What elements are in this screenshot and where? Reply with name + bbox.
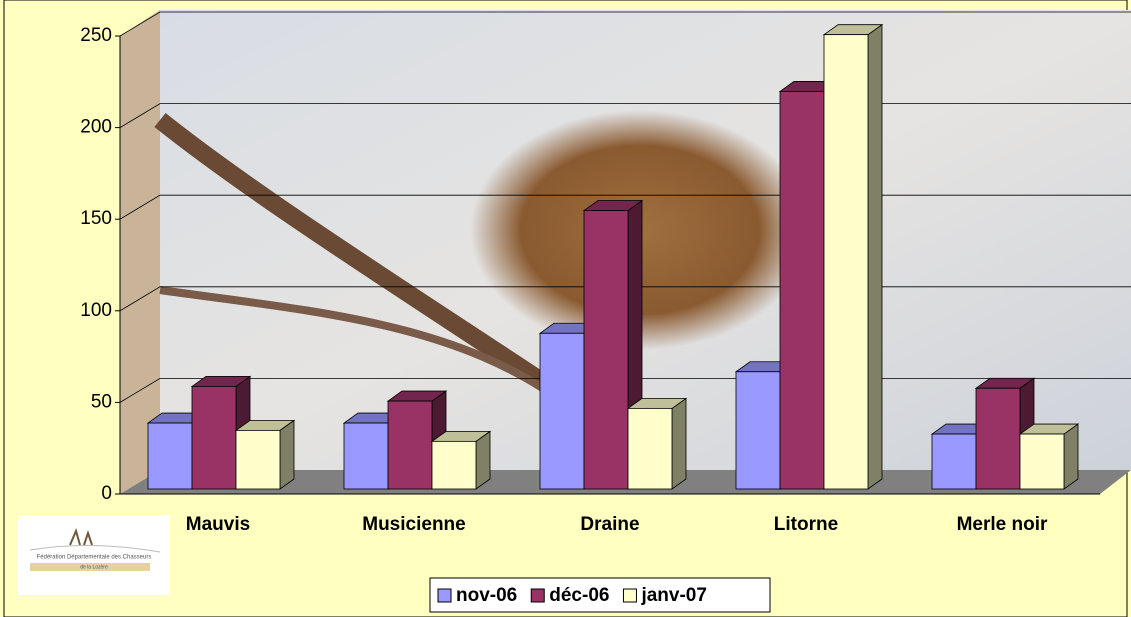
- bar-side: [280, 420, 294, 489]
- x-tick-label: Musicienne: [362, 514, 465, 535]
- legend-swatch: [438, 589, 451, 602]
- bar: [148, 423, 192, 489]
- bar: [584, 211, 628, 489]
- bar-side: [1064, 424, 1078, 489]
- x-tick-label: Merle noir: [957, 514, 1048, 535]
- y-tick-label: 150: [80, 208, 112, 229]
- logo-text: de la Lozère: [80, 564, 108, 570]
- bar: [432, 441, 476, 489]
- y-tick-label: 200: [80, 117, 112, 138]
- chart: Fédération Départementale des Chasseurs …: [0, 0, 1131, 617]
- bar: [976, 388, 1020, 489]
- y-tick-label: 0: [101, 483, 112, 504]
- legend-label: nov-06: [456, 585, 517, 606]
- bar: [780, 91, 824, 489]
- x-tick-label: Mauvis: [186, 514, 250, 535]
- bar: [932, 434, 976, 489]
- bar: [824, 35, 868, 489]
- bar: [192, 386, 236, 489]
- logo-text: Fédération Départementale des Chasseurs: [37, 555, 152, 561]
- bar: [736, 372, 780, 489]
- legend-label: janv-07: [640, 585, 706, 606]
- bar-side: [868, 25, 882, 489]
- legend-items: nov-06 déc-06 janv-07: [438, 585, 707, 606]
- bar: [388, 401, 432, 489]
- legend-label: déc-06: [549, 585, 609, 606]
- y-tick-label: 100: [80, 300, 112, 321]
- bar-side: [672, 398, 686, 489]
- bar: [344, 423, 388, 489]
- bar: [1020, 434, 1064, 489]
- legend-swatch: [531, 589, 544, 602]
- x-tick-label: Draine: [580, 514, 639, 535]
- bar: [236, 430, 280, 489]
- y-tick-label: 50: [91, 391, 112, 412]
- y-tick-label: 250: [80, 25, 112, 46]
- legend-swatch: [623, 589, 636, 602]
- bar: [628, 408, 672, 489]
- x-tick-label: Litorne: [774, 514, 838, 535]
- bar: [540, 333, 584, 489]
